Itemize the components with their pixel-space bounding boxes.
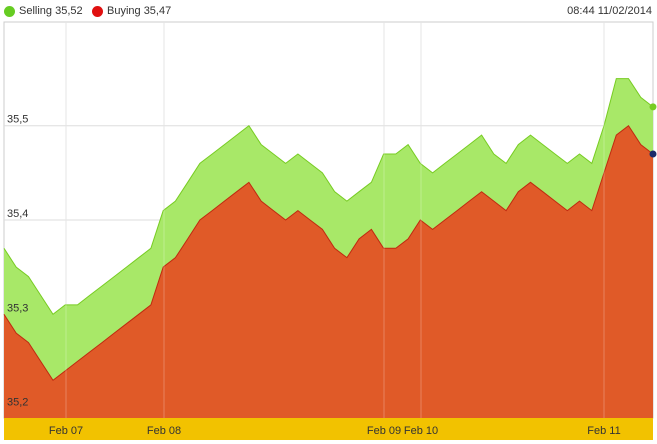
x-tick-label: Feb 09: [367, 425, 401, 437]
y-tick-label: 35,2: [7, 397, 28, 409]
legend-item-selling[interactable]: Selling 35,52: [4, 5, 83, 17]
x-tick-label: Feb 10: [404, 425, 438, 437]
buying-dot-icon: [92, 5, 103, 17]
x-tick-label: Feb 07: [49, 425, 83, 437]
timestamp: 08:44 11/02/2014: [567, 5, 652, 17]
selling-dot-icon: [4, 5, 15, 17]
legend-item-buying[interactable]: Buying 35,47: [92, 5, 171, 17]
y-tick-label: 35,5: [7, 114, 28, 126]
buying-line: [3, 124, 654, 382]
legend-selling-label: Selling 35,52: [19, 5, 83, 17]
y-tick-label: 35,4: [7, 208, 28, 220]
chart-legend: Selling 35,52 Buying 35,47 08:44 11/02/2…: [0, 0, 657, 22]
selling-line: [3, 78, 654, 316]
legend-buying-label: Buying 35,47: [107, 5, 172, 17]
selling-end-marker: [649, 103, 657, 111]
y-tick-label: 35,3: [7, 302, 28, 314]
x-tick-label: Feb 08: [147, 425, 181, 437]
buying-end-marker: [649, 150, 657, 158]
x-axis-band: [4, 418, 653, 440]
x-tick-label: Feb 11: [587, 425, 620, 437]
